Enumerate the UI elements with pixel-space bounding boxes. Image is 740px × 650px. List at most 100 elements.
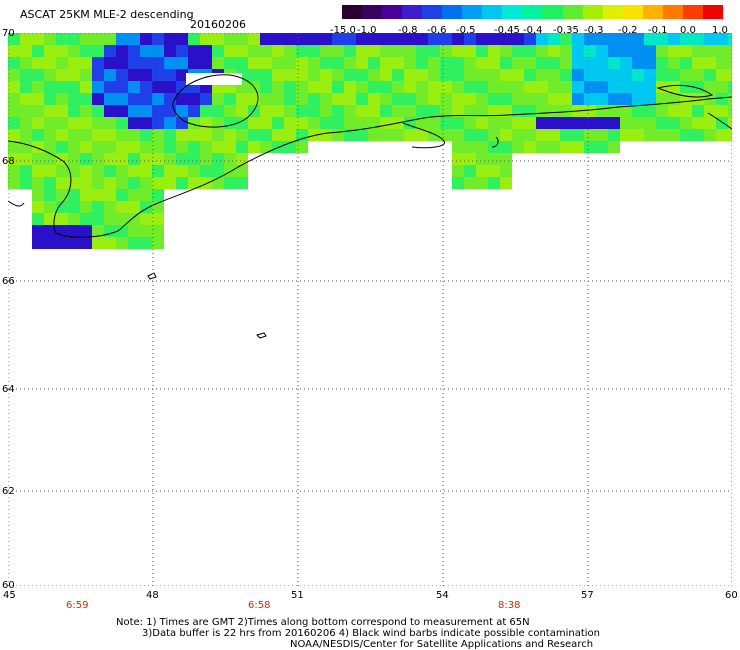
colorbar-swatch: [382, 5, 403, 19]
wind-cell: [32, 153, 44, 165]
wind-cell: [500, 57, 512, 69]
wind-cell: [140, 213, 152, 225]
island: [256, 332, 267, 339]
wind-cell: [8, 177, 20, 189]
wind-cell: [416, 69, 428, 81]
wind-cell: [704, 81, 716, 93]
wind-cell: [680, 57, 692, 69]
wind-cell: [20, 165, 32, 177]
wind-cell: [68, 57, 80, 69]
wind-cell: [80, 165, 92, 177]
wind-cell: [44, 33, 56, 45]
wind-cell: [584, 141, 596, 153]
wind-cell: [524, 57, 536, 69]
wind-cell: [320, 81, 332, 93]
coastline: [656, 84, 714, 98]
wind-cell: [284, 105, 296, 117]
wind-cell: [356, 33, 368, 45]
wind-cell: [164, 45, 176, 57]
wind-cell: [524, 117, 536, 129]
wind-cell: [464, 153, 476, 165]
wind-cell: [80, 141, 92, 153]
wind-cell: [596, 33, 608, 45]
wind-cell: [608, 81, 620, 93]
wind-cell: [68, 45, 80, 57]
colorbar-label: -0.3: [584, 25, 604, 36]
wind-cell: [164, 129, 176, 141]
wind-cell: [524, 81, 536, 93]
wind-cell: [488, 93, 500, 105]
pass-time-2: 6:58: [248, 600, 271, 611]
wind-cell: [680, 45, 692, 57]
wind-cell: [236, 105, 248, 117]
wind-cell: [116, 201, 128, 213]
wind-cell: [56, 129, 68, 141]
wind-cell: [560, 129, 572, 141]
wind-cell: [380, 33, 392, 45]
colorbar-swatch: [342, 5, 363, 19]
wind-cell: [56, 153, 68, 165]
wind-cell: [548, 69, 560, 81]
wind-cell: [368, 45, 380, 57]
wind-cell: [512, 69, 524, 81]
colorbar-label: -1.0: [357, 25, 377, 36]
wind-cell: [452, 141, 464, 153]
wind-cell: [8, 165, 20, 177]
wind-cell: [536, 69, 548, 81]
wind-cell: [488, 165, 500, 177]
wind-cell: [524, 69, 536, 81]
wind-cell: [500, 153, 512, 165]
wind-cell: [200, 117, 212, 129]
wind-cell: [128, 93, 140, 105]
wind-cell: [476, 141, 488, 153]
wind-cell: [476, 177, 488, 189]
wind-cell: [692, 117, 704, 129]
lon-label-57: 57: [581, 590, 594, 601]
wind-cell: [728, 93, 732, 105]
wind-cell: [128, 225, 140, 237]
wind-cell: [32, 165, 44, 177]
wind-cell: [608, 45, 620, 57]
wind-cell: [68, 237, 80, 249]
wind-cell: [464, 105, 476, 117]
wind-cell: [92, 237, 104, 249]
wind-cell: [608, 33, 620, 45]
wind-cell: [464, 57, 476, 69]
wind-cell: [488, 153, 500, 165]
wind-cell: [44, 69, 56, 81]
wind-cell: [68, 69, 80, 81]
wind-cell: [368, 129, 380, 141]
wind-cell: [248, 33, 260, 45]
wind-cell: [416, 45, 428, 57]
pass-time-1: 6:59: [66, 600, 89, 611]
wind-cell: [8, 153, 20, 165]
wind-cell: [668, 57, 680, 69]
wind-cell: [680, 33, 692, 45]
wind-cell: [404, 57, 416, 69]
wind-cell: [464, 69, 476, 81]
wind-cell: [644, 93, 656, 105]
wind-cell: [512, 93, 524, 105]
wind-cell: [20, 33, 32, 45]
wind-cell: [440, 117, 452, 129]
wind-cell: [260, 33, 272, 45]
coastline: [8, 200, 25, 207]
wind-cell: [332, 69, 344, 81]
wind-cell: [272, 105, 284, 117]
wind-cell: [140, 93, 152, 105]
wind-cell: [56, 81, 68, 93]
wind-cell: [716, 129, 728, 141]
wind-cell: [392, 45, 404, 57]
wind-cell: [728, 45, 732, 57]
wind-cell: [8, 57, 20, 69]
wind-cell: [668, 117, 680, 129]
colorbar-swatch: [562, 5, 583, 19]
wind-cell: [368, 81, 380, 93]
wind-cell: [380, 93, 392, 105]
wind-cell: [152, 165, 164, 177]
colorbar-labels: -15.0 -1.0 -0.8 -0.6 -0.5 -0.45 -0.4 -0.35 -0.3 -…: [330, 25, 730, 37]
wind-cell: [692, 69, 704, 81]
wind-cell: [620, 129, 632, 141]
wind-cell: [92, 105, 104, 117]
wind-cell: [356, 117, 368, 129]
